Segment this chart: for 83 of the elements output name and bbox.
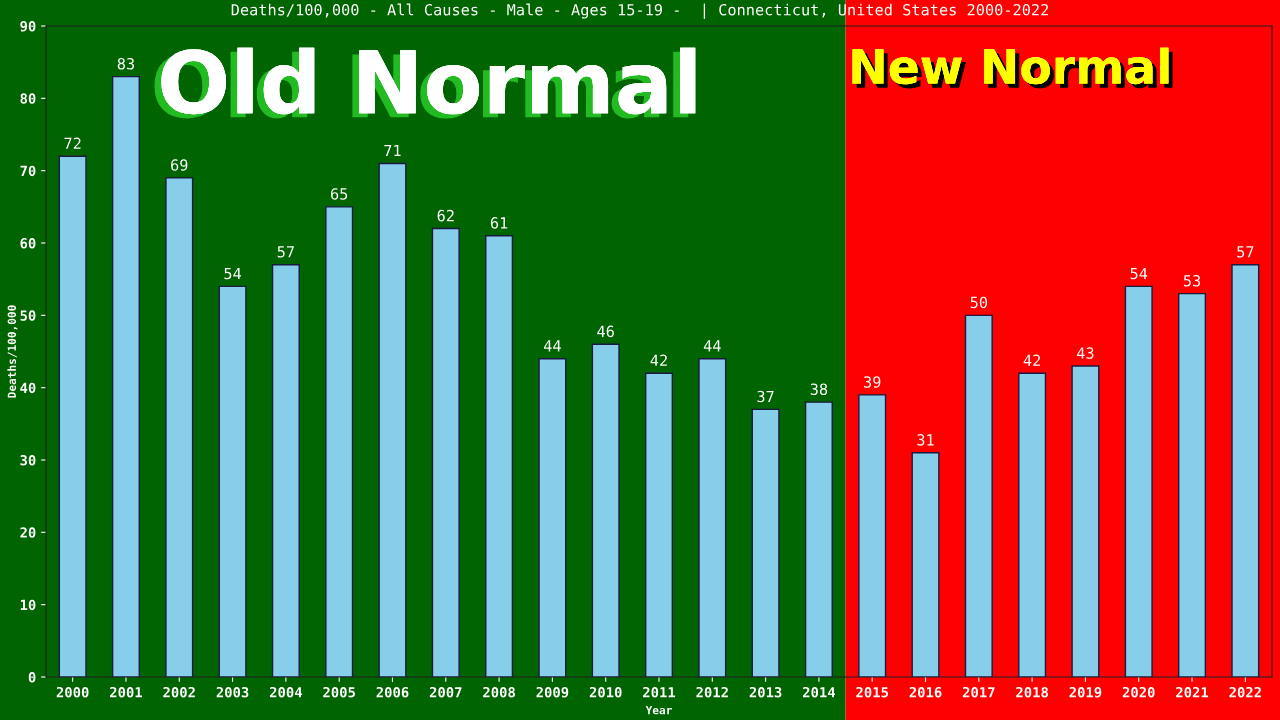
bar <box>485 235 514 677</box>
x-tick-label: 2014 <box>802 686 836 698</box>
data-label: 37 <box>757 390 774 403</box>
x-tick-label: 2006 <box>376 686 409 698</box>
data-label: 42 <box>650 354 667 366</box>
y-tick-label: 20 <box>20 527 36 538</box>
data-label: 44 <box>543 340 561 352</box>
bar <box>911 452 940 677</box>
bar <box>1018 372 1047 677</box>
bar <box>1178 292 1207 677</box>
x-tick-label: 2003 <box>216 686 249 698</box>
bar <box>644 372 674 677</box>
y-tick-label: 30 <box>20 454 36 466</box>
band-label: Old Normal <box>154 47 696 119</box>
x-tick-label: 2016 <box>909 686 942 698</box>
x-tick-label: 2001 <box>110 686 143 698</box>
data-label: 61 <box>490 217 508 229</box>
data-label: 42 <box>1023 354 1041 366</box>
bar <box>591 343 620 677</box>
x-tick-label: 2022 <box>1229 686 1261 698</box>
y-tick-label: 10 <box>20 599 36 611</box>
bar <box>751 408 780 677</box>
bar <box>271 264 300 677</box>
x-tick-label: 2007 <box>429 686 462 698</box>
data-label: 31 <box>917 434 934 446</box>
data-label: 54 <box>224 267 242 280</box>
bar <box>58 155 87 677</box>
x-tick-label: 2011 <box>643 686 676 698</box>
data-label: 71 <box>384 144 401 157</box>
band-label: New Normal <box>852 47 1173 89</box>
bar <box>698 358 727 677</box>
data-label: 43 <box>1077 347 1094 359</box>
data-label: 46 <box>597 325 614 338</box>
x-tick-label: 2015 <box>856 686 888 698</box>
bar <box>111 75 140 677</box>
y-tick-label: 60 <box>20 237 36 249</box>
x-axis-title: Year <box>645 706 672 715</box>
x-tick-label: 2019 <box>1069 686 1102 698</box>
y-tick-label: 80 <box>20 93 36 104</box>
data-label: 57 <box>277 246 294 258</box>
y-tick-label: 0 <box>28 671 36 683</box>
data-label: 38 <box>810 383 828 396</box>
x-tick-label: 2000 <box>56 686 89 698</box>
x-tick-label: 2017 <box>962 686 995 698</box>
x-tick-label: 2021 <box>1176 686 1209 698</box>
x-tick-label: 2005 <box>323 686 355 698</box>
bar <box>1231 264 1260 677</box>
x-tick-label: 2002 <box>163 686 195 698</box>
bar <box>804 401 833 677</box>
data-label: 72 <box>64 137 81 149</box>
x-tick-label: 2010 <box>589 686 622 698</box>
data-label: 53 <box>1183 274 1201 287</box>
data-label: 54 <box>1130 267 1148 280</box>
x-tick-label: 2018 <box>1016 686 1048 698</box>
x-tick-label: 2013 <box>749 686 782 698</box>
x-tick-label: 2012 <box>696 686 728 698</box>
x-tick-label: 2009 <box>536 686 569 698</box>
y-tick-label: 70 <box>20 165 36 177</box>
x-tick-label: 2008 <box>483 686 515 698</box>
bar <box>218 285 247 677</box>
y-tick-label: 90 <box>20 20 36 32</box>
bar <box>325 206 354 677</box>
y-tick-label: 40 <box>20 382 36 394</box>
bar <box>858 394 887 677</box>
bar <box>378 162 407 677</box>
y-axis-title: Deaths/100,000 <box>7 305 18 398</box>
bar <box>964 314 993 677</box>
data-label: 57 <box>1237 246 1254 258</box>
y-tick-label: 50 <box>20 310 36 321</box>
data-label: 65 <box>330 188 348 200</box>
data-label: 62 <box>437 209 454 222</box>
data-label: 69 <box>171 159 188 171</box>
data-label: 44 <box>703 340 721 352</box>
data-label: 83 <box>117 57 135 70</box>
bar <box>1124 285 1153 677</box>
bar <box>1071 365 1100 677</box>
x-tick-label: 2004 <box>269 686 302 698</box>
x-tick-label: 2020 <box>1122 686 1155 698</box>
data-label: 50 <box>970 296 988 309</box>
bar <box>165 177 194 677</box>
data-label: 39 <box>864 376 881 388</box>
bar <box>538 358 567 677</box>
bar <box>431 227 460 677</box>
